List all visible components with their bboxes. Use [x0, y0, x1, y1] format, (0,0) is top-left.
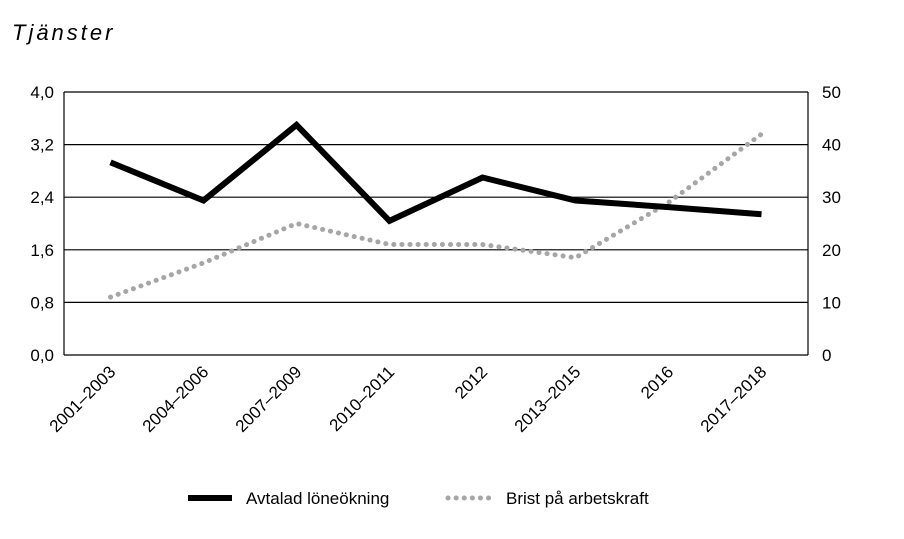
left-tick-label: 2,4 [30, 188, 54, 207]
x-tick-label: 2016 [637, 362, 677, 402]
right-tick-label: 0 [822, 346, 831, 365]
right-tick-label: 40 [822, 136, 841, 155]
left-tick-label: 0,8 [30, 293, 54, 312]
x-tick-label: 2017–2018 [697, 362, 771, 436]
chart-title: Tjänster [12, 20, 115, 45]
gridlines [64, 91, 808, 356]
plot-frame [63, 92, 809, 355]
series-layer [108, 120, 764, 300]
legend-label: Avtalad löneökning [246, 489, 389, 508]
legend: Avtalad löneökning Brist på arbetskraft [188, 489, 649, 508]
x-tick-label: 2004–2006 [139, 362, 213, 436]
right-y-axis: 0 10 20 30 40 50 [822, 83, 841, 365]
right-tick-label: 30 [822, 188, 841, 207]
right-tick-label: 10 [822, 293, 841, 312]
left-y-axis: 0,0 0,8 1,6 2,4 3,2 4,0 [30, 83, 54, 365]
x-tick-label: 2010–2011 [326, 362, 399, 435]
x-tick-label: 2007–2009 [232, 362, 306, 436]
series-line-solid [109, 120, 762, 225]
left-tick-label: 1,6 [30, 241, 54, 260]
legend-label: Brist på arbetskraft [506, 489, 649, 508]
series-line-dotted [108, 131, 764, 300]
x-axis: 2001–2003 2004–2006 2007–2009 2010–2011 2012… [46, 362, 771, 436]
x-tick-label: 2012 [451, 362, 491, 402]
right-tick-label: 20 [822, 241, 841, 260]
x-tick-label: 2013–2015 [511, 362, 585, 436]
right-tick-label: 50 [822, 83, 841, 102]
left-tick-label: 0,0 [30, 346, 54, 365]
left-tick-label: 4,0 [30, 83, 54, 102]
x-tick-label: 2001–2003 [46, 362, 120, 436]
left-tick-label: 3,2 [30, 136, 54, 155]
